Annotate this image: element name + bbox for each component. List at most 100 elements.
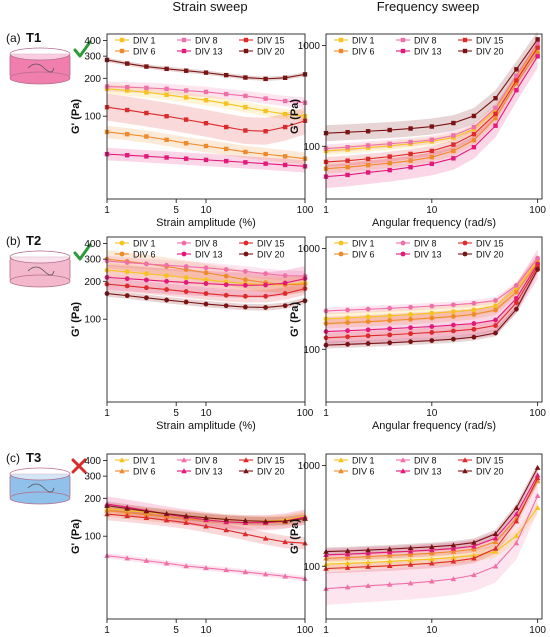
data-point-div-20: [282, 303, 288, 309]
legend-label: DIV 15: [476, 456, 504, 466]
data-point-div-8: [183, 264, 189, 269]
data-point-div-8: [386, 581, 393, 587]
data-point-div-1: [365, 314, 371, 320]
data-point-div-8: [387, 141, 392, 146]
data-point-div-8: [242, 569, 249, 575]
data-point-div-8: [450, 576, 457, 582]
data-point-div-6: [492, 538, 499, 544]
data-point-div-15: [243, 128, 248, 133]
data-point-div-20: [513, 505, 520, 511]
data-point-div-20: [365, 547, 371, 553]
x-tick-label: 100: [297, 205, 314, 216]
data-point-div-20: [143, 508, 150, 514]
data-point-div-20: [242, 304, 248, 310]
legend-marker: [462, 251, 468, 257]
legend-label: DIV 8: [195, 239, 218, 249]
data-point-div-20: [345, 341, 350, 347]
data-point-div-1: [124, 269, 130, 275]
data-point-div-15: [387, 154, 392, 159]
legend-label: DIV 8: [195, 36, 218, 46]
data-point-div-8: [408, 304, 413, 310]
data-point-div-20: [263, 305, 269, 310]
data-point-div-1: [492, 548, 499, 554]
data-point-div-6: [513, 289, 519, 295]
data-point-div-15: [163, 517, 170, 523]
data-point-div-20: [223, 303, 229, 309]
data-point-div-13: [345, 328, 350, 334]
x-tick-label: 10: [426, 408, 438, 419]
rows-layer: (a) T1 100 200 300 400 1 5 10 100 Strain amplitude…: [6, 30, 546, 636]
data-point-div-15: [203, 523, 209, 529]
legend-marker: [243, 240, 249, 246]
data-point-div-13: [534, 472, 541, 478]
checkmark-icon: [73, 243, 92, 261]
legend-marker: [400, 251, 406, 257]
data-point-div-8: [513, 540, 520, 546]
legend-label: DIV 6: [133, 47, 156, 57]
data-point-div-8: [203, 565, 209, 571]
data-point-div-20: [387, 340, 393, 346]
data-point-div-8: [224, 91, 229, 97]
data-point-div-13: [125, 153, 130, 158]
legend-label: DIV 8: [414, 239, 437, 249]
data-point-div-8: [471, 572, 477, 578]
data-point-div-20: [493, 95, 498, 101]
legend-label: DIV 6: [133, 467, 156, 477]
data-point-div-8: [143, 557, 150, 563]
x-tick-label: 10: [200, 205, 212, 216]
y-tick-label: 400: [84, 239, 101, 250]
legend-marker: [400, 240, 406, 246]
x-tick-label: 5: [173, 205, 179, 216]
x-tick-label: 10: [426, 625, 438, 636]
data-point-div-6: [429, 550, 435, 556]
data-point-div-8: [203, 89, 209, 95]
data-point-div-15: [493, 323, 498, 328]
data-point-div-13: [365, 327, 371, 333]
x-tick-label: 10: [200, 408, 212, 419]
x-tick-label: 10: [426, 205, 438, 216]
data-point-div-15: [407, 561, 414, 567]
data-point-div-15: [429, 330, 435, 335]
data-point-div-8: [124, 555, 131, 561]
data-point-div-13: [450, 545, 457, 551]
data-point-div-8: [408, 139, 413, 145]
data-point-div-8: [534, 493, 541, 499]
legend-marker: [181, 457, 187, 463]
legend-marker: [243, 251, 249, 257]
y-tick-label: 1000: [298, 244, 321, 255]
data-point-div-1: [429, 556, 435, 562]
data-point-div-1: [471, 307, 477, 313]
x-axis-label: Strain amplitude (%): [156, 217, 256, 229]
data-point-div-20: [242, 517, 249, 523]
plot-frame: [325, 453, 543, 620]
data-point-div-20: [429, 544, 435, 550]
data-point-div-13: [282, 280, 288, 286]
legend-marker: [119, 240, 125, 246]
data-point-div-15: [203, 121, 209, 126]
legend-marker: [462, 457, 468, 463]
data-point-div-8: [263, 96, 268, 101]
band-div-8: [326, 479, 538, 605]
data-point-div-13: [429, 324, 435, 329]
data-point-div-6: [471, 311, 477, 317]
data-point-div-1: [345, 315, 350, 321]
legend-label: DIV 1: [133, 456, 156, 466]
data-point-div-13: [124, 276, 130, 282]
data-point-div-20: [386, 546, 393, 552]
data-point-div-13: [493, 317, 498, 323]
legend-marker: [243, 37, 249, 43]
y-tick-label: 100: [303, 142, 320, 153]
data-point-div-8: [263, 271, 269, 277]
data-point-div-6: [224, 146, 229, 152]
data-point-div-20: [535, 37, 540, 42]
data-point-div-1: [203, 98, 209, 103]
band-div-20: [326, 31, 538, 142]
data-point-div-15: [429, 148, 435, 154]
legend-label: DIV 8: [414, 456, 437, 466]
legend-label: DIV 20: [476, 467, 504, 477]
row-t1: (a) T1 100 200 300 400 1 5 10 100 Strain amplitude…: [6, 30, 546, 229]
data-point-div-20: [344, 548, 351, 554]
data-point-div-20: [514, 67, 519, 72]
